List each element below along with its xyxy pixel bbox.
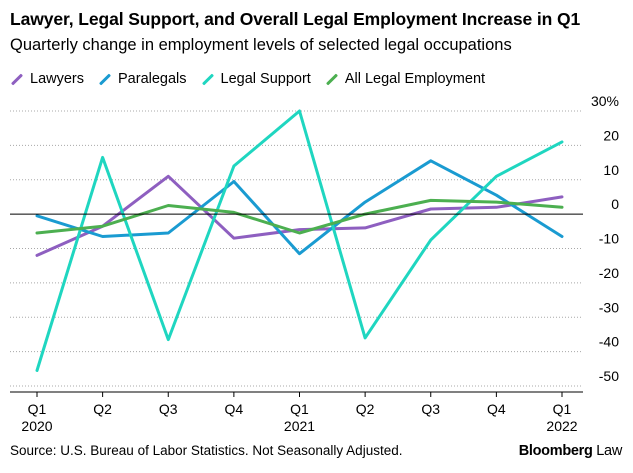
x-tick-label: Q1 bbox=[290, 401, 309, 417]
series-line-lawyers bbox=[35, 174, 564, 257]
x-tick-label: Q3 bbox=[421, 401, 440, 417]
brand-bold: Bloomberg bbox=[518, 443, 593, 459]
x-tick-label: Q1 bbox=[28, 401, 47, 417]
series-line-legal-support bbox=[35, 109, 564, 372]
y-tick-label: -20 bbox=[599, 265, 619, 281]
y-tick-label: -50 bbox=[599, 368, 619, 384]
legend-item-paralegals: Paralegals bbox=[98, 71, 187, 87]
x-year-label: 2020 bbox=[21, 418, 52, 434]
legend-item-legal-support: Legal Support bbox=[201, 71, 311, 87]
legend-label-all-legal-employment: All Legal Employment bbox=[344, 71, 486, 87]
series-line-paralegals bbox=[35, 159, 564, 256]
x-tick-label: Q1 bbox=[553, 401, 572, 417]
legend-item-all-legal-employment: All Legal Employment bbox=[325, 71, 485, 87]
source-prefix: Source: bbox=[10, 443, 61, 458]
x-tick-label: Q2 bbox=[93, 401, 112, 417]
chart-title: Lawyer, Legal Support, and Overall Legal… bbox=[10, 9, 581, 29]
y-tick-label: 30% bbox=[591, 93, 619, 109]
brand-logo: Bloomberg Law bbox=[518, 443, 623, 459]
chart-legend: Lawyers Paralegals Legal Support All Leg… bbox=[10, 71, 499, 87]
series-line-all-legal-employment bbox=[35, 198, 564, 235]
source-note: Source: U.S. Bureau of Labor Statistics.… bbox=[10, 443, 402, 458]
x-tick-label: Q4 bbox=[487, 401, 506, 417]
legend-label-lawyers: Lawyers bbox=[30, 71, 84, 87]
chart-subtitle: Quarterly change in employment levels of… bbox=[10, 36, 512, 54]
legend-label-paralegals: Paralegals bbox=[118, 71, 187, 87]
y-tick-label: -30 bbox=[599, 299, 619, 315]
x-tick-label: Q3 bbox=[159, 401, 178, 417]
legend-item-lawyers: Lawyers bbox=[10, 71, 84, 87]
source-text: U.S. Bureau of Labor Statistics. Not Sea… bbox=[60, 443, 403, 458]
x-tick-label: Q4 bbox=[225, 401, 244, 417]
brand-light: Law bbox=[592, 443, 622, 459]
x-tick-label: Q2 bbox=[356, 401, 375, 417]
y-tick-label: 0 bbox=[611, 196, 619, 212]
y-tick-label: -10 bbox=[599, 231, 619, 247]
legend-label-legal-support: Legal Support bbox=[220, 71, 311, 87]
y-tick-label: 10 bbox=[603, 162, 619, 178]
x-year-label: 2022 bbox=[546, 418, 577, 434]
y-tick-label: -40 bbox=[599, 334, 619, 350]
y-tick-label: 20 bbox=[603, 127, 619, 143]
x-year-label: 2021 bbox=[284, 418, 315, 434]
